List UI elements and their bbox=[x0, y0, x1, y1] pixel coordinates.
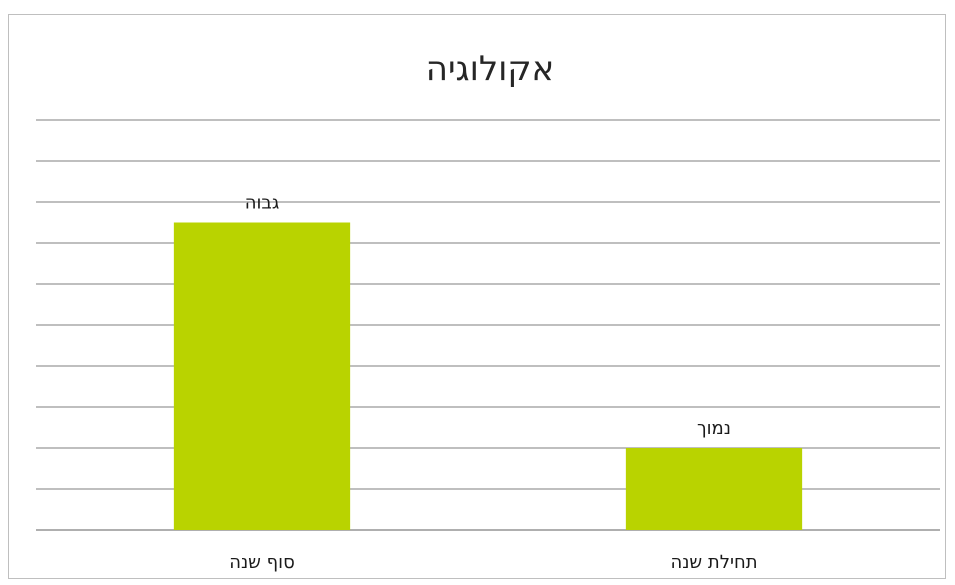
bar bbox=[173, 222, 351, 530]
category-axis: סוף שנה תחילת שנה bbox=[229, 552, 757, 573]
category-tick-label: תחילת שנה bbox=[670, 552, 757, 573]
bar bbox=[625, 448, 803, 530]
data-label: נמוך bbox=[697, 418, 731, 439]
category-tick-label: סוף שנה bbox=[229, 552, 295, 573]
gridlines bbox=[36, 119, 940, 531]
data-label: גבוה bbox=[245, 193, 280, 214]
bars bbox=[173, 222, 803, 530]
chart-title: אקולוגיה bbox=[426, 49, 555, 89]
data-labels: גבוה נמוך bbox=[245, 193, 731, 440]
